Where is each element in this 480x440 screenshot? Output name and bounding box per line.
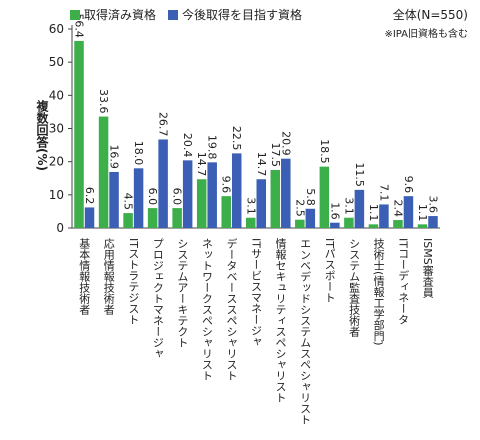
data-label-1: 1.6 [328, 202, 341, 220]
category-label: データベーススペシャリスト [225, 237, 238, 381]
bar-0 [270, 169, 281, 228]
category-label: 応用情報技術者 [102, 237, 115, 316]
y-tick-label: 40 [49, 88, 64, 102]
ipa-note: ※IPA旧資格も含む [384, 27, 468, 40]
bar-0 [221, 196, 231, 228]
category-label: プロジェクトマネージャ [151, 238, 164, 359]
data-label-1: 7.1 [377, 184, 390, 202]
data-label-0: 1.1 [367, 204, 380, 222]
data-label-1: 18.0 [132, 141, 145, 166]
y-tick-label: 20 [49, 155, 64, 169]
bar-0 [74, 40, 84, 228]
bar-1 [354, 189, 365, 228]
bar-1 [403, 196, 414, 228]
bar-1 [379, 204, 389, 228]
bar-1 [231, 153, 242, 228]
bar-0 [295, 219, 305, 228]
bar-0 [98, 116, 109, 228]
y-tick-label: 0 [56, 221, 64, 235]
data-label-1: 11.5 [353, 162, 366, 187]
bar-1 [256, 179, 266, 228]
data-label-1: 26.7 [157, 112, 170, 137]
data-label-1: 14.7 [255, 152, 268, 177]
data-label-1: 22.5 [230, 126, 243, 151]
data-label-1: 5.8 [304, 188, 317, 206]
bar-1 [182, 160, 193, 228]
y-tick-label: 10 [49, 188, 64, 202]
bar-1 [428, 216, 438, 228]
bar-0 [319, 166, 330, 228]
data-label-1: 3.6 [426, 196, 439, 214]
data-label-0: 14.7 [195, 152, 208, 177]
category-label: ITストラテジスト [127, 238, 140, 325]
data-label-0: 18.5 [318, 139, 331, 164]
legend-label-1: 今後取得を目指す資格 [182, 7, 302, 22]
total-note: 全体(N=550) [393, 7, 468, 22]
y-tick-label: 30 [49, 122, 64, 136]
data-label-0: 4.5 [122, 193, 135, 211]
bar-0 [246, 217, 256, 228]
data-label-0: 33.6 [97, 89, 110, 114]
legend-swatch-1 [168, 10, 178, 20]
data-label-0: 9.6 [220, 176, 233, 194]
category-label: ISMS審査員 [421, 238, 434, 298]
category-label: ネットワークスペシャリスト [200, 238, 213, 381]
category-label: 基本情報技術者 [78, 238, 91, 316]
category-label: ITパスポート [323, 238, 336, 303]
bar-0 [172, 208, 182, 228]
bar-0 [393, 220, 403, 228]
data-label-1: 19.8 [206, 135, 219, 160]
legend-label-0: 取得済み資格 [84, 7, 156, 22]
category-label: 情報セキュリティスペシャリスト [274, 238, 287, 403]
data-label-1: 6.2 [83, 187, 96, 205]
bar-1 [109, 171, 119, 228]
y-axis-title: 複数回答(%) [35, 99, 49, 171]
category-label: システム監査技術者 [348, 238, 361, 338]
bar-0 [344, 217, 354, 228]
bar-1 [330, 222, 340, 228]
data-label-0: 3.1 [342, 197, 355, 215]
bar-1 [305, 208, 316, 228]
bar-0 [196, 179, 207, 228]
data-label-0: 6.0 [171, 188, 184, 206]
bar-1 [281, 158, 291, 228]
data-label-1: 9.6 [402, 176, 415, 194]
data-label-0: 2.5 [293, 199, 306, 217]
category-label: 技術士(情報工学部門) [372, 238, 385, 346]
category-label: ITサービスマネージャ [250, 238, 263, 347]
bar-1 [84, 207, 95, 228]
data-label-0: 2.4 [391, 200, 404, 218]
category-label: ITコーディネータ [397, 238, 410, 325]
data-label-1: 16.9 [108, 144, 121, 169]
bar-0 [147, 208, 158, 228]
category-label: システムアーキテクト [176, 238, 189, 348]
bar-0 [417, 224, 428, 228]
data-label-0: 1.1 [416, 204, 429, 222]
data-label-1: 20.4 [181, 133, 194, 158]
data-label-0: 17.5 [269, 142, 282, 167]
data-label-1: 20.9 [279, 131, 292, 156]
bar-0 [368, 224, 379, 228]
data-label-0: 3.1 [244, 197, 257, 215]
bar-1 [133, 168, 144, 228]
bar-0 [123, 213, 133, 228]
legend-swatch-0 [70, 10, 80, 20]
y-tick-label: 50 [49, 55, 64, 69]
y-tick-label: 60 [49, 22, 64, 36]
bar-1 [158, 139, 168, 228]
data-label-0: 6.0 [146, 188, 159, 206]
category-label: エンベデッドシステムスペシャリスト [299, 238, 312, 425]
bar-1 [207, 162, 217, 228]
